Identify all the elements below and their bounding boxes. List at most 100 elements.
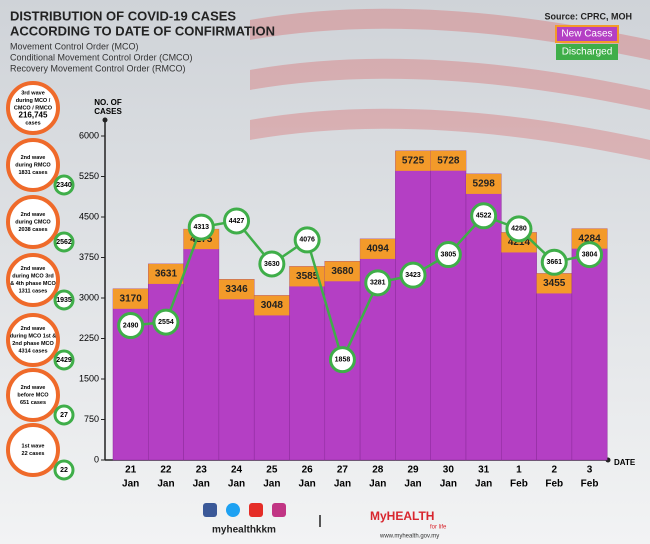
discharged-label: 2554 [158, 319, 174, 326]
discharged-marker [117, 312, 145, 340]
bar-value-label: 3346 [225, 284, 248, 295]
x-tick-label-month: Jan [404, 479, 421, 490]
wave-circle [6, 368, 60, 422]
x-tick-label: 2 [551, 465, 557, 476]
wave-text: during MCO / [16, 98, 51, 104]
x-tick-label-month: Jan [193, 479, 210, 490]
discharged-label: 4280 [511, 226, 527, 233]
x-tick-label-month: Feb [510, 479, 528, 490]
wave-text: cases [25, 120, 40, 126]
bar [253, 295, 290, 461]
subtitle: Recovery Movement Control Order (RMCO) [10, 63, 186, 73]
wave-text: 2038 cases [18, 227, 47, 233]
wave-discharged-marker [53, 174, 75, 196]
x-tick-label: 21 [125, 465, 137, 476]
legend-label: Discharged [562, 47, 613, 58]
bar-label-box [254, 295, 290, 316]
bar-value-label: 4094 [367, 244, 390, 255]
wave-text: 1st wave [22, 444, 45, 450]
footer: myhealthkkm MyHEALTH for life www.myheal… [203, 503, 447, 540]
wave-text: 2nd wave [21, 326, 46, 332]
youtube-icon[interactable] [249, 503, 263, 517]
x-tick-label: 25 [266, 465, 278, 476]
discharged-label: 1858 [335, 357, 351, 364]
x-tick-label-month: Jan [369, 479, 386, 490]
discharged-label: 3630 [264, 261, 280, 268]
wave-discharged-label: 2429 [56, 357, 72, 364]
y-tick-label: 6000 [79, 130, 99, 140]
x-tick-label: 26 [302, 465, 314, 476]
y-tick-label: 3000 [79, 292, 99, 302]
instagram-icon[interactable] [272, 503, 286, 517]
wave-text: 2nd wave [21, 266, 46, 272]
discharged-marker [328, 346, 356, 374]
wave-text: 1311 cases [19, 289, 48, 295]
bar [501, 232, 537, 461]
facebook-icon[interactable] [203, 503, 217, 517]
wave-discharged-label: 1935 [56, 297, 72, 304]
y-tick-label: 0 [94, 454, 99, 464]
discharged-label: 4313 [193, 224, 209, 231]
discharged-label: 3423 [405, 272, 421, 279]
discharged-marker [293, 226, 321, 254]
title: ACCORDING TO DATE OF CONFIRMATION [10, 23, 275, 38]
source: Source: CPRC, MOH [544, 11, 632, 21]
axis-dot [102, 117, 108, 123]
discharged-marker [505, 215, 533, 243]
x-tick-label: 22 [160, 465, 172, 476]
discharged-marker [434, 241, 462, 269]
wave-text: 2nd wave [21, 155, 46, 161]
wave-text: during MCO 3rd [12, 274, 54, 280]
wave-text: during MCO 1st & [10, 334, 56, 340]
y-axis-label: CASES [94, 107, 122, 116]
x-tick-label: 29 [407, 465, 419, 476]
wave-discharged-marker [53, 459, 75, 481]
x-tick-label-month: Feb [581, 479, 599, 490]
bar-value-label: 3631 [155, 269, 178, 280]
wave-discharged-marker [53, 349, 75, 371]
discharged-label: 4076 [299, 237, 315, 244]
bar-label-box [466, 173, 502, 194]
bar-value-label: 4284 [578, 233, 601, 244]
wave-text: 22 cases [22, 451, 45, 457]
y-tick-label: 3750 [79, 252, 99, 262]
bar-value-label: 3680 [331, 266, 354, 277]
x-tick-label: 31 [478, 465, 490, 476]
bar-value-label: 5728 [437, 155, 460, 166]
wave-circle [6, 253, 60, 307]
bar [395, 150, 431, 461]
discharged-label: 3661 [546, 259, 562, 266]
x-tick-label: 28 [372, 465, 384, 476]
bar-label-box [395, 150, 431, 171]
legend-swatch [556, 44, 618, 60]
wave-text: CMCO / RMCO [14, 105, 53, 111]
y-tick-label: 5250 [79, 171, 99, 181]
x-tick-label-month: Jan [440, 479, 457, 490]
x-tick-label: 3 [587, 465, 593, 476]
discharged-marker [399, 261, 427, 289]
discharged-label: 3805 [441, 251, 457, 258]
discharged-marker [187, 213, 215, 241]
bar-label-box [218, 279, 255, 300]
bar-label-box [113, 288, 149, 309]
legend-swatch [555, 25, 619, 43]
bar-value-label: 3170 [120, 293, 143, 304]
discharged-label: 2490 [123, 322, 139, 329]
x-tick-label: 24 [231, 465, 243, 476]
wave-text: during RMCO [15, 162, 51, 168]
twitter-icon[interactable] [226, 503, 240, 517]
bar-label-box [571, 228, 608, 249]
x-axis-label: DATE [614, 458, 636, 467]
y-tick-label: 2250 [79, 333, 99, 343]
bar [430, 150, 467, 461]
wave-text: 2nd wave [21, 385, 46, 391]
bar [148, 263, 184, 461]
discharged-marker [152, 308, 180, 336]
wave-text: & 4th phase MCO [10, 281, 56, 287]
wave-text: during CMCO [15, 219, 51, 225]
subtitle: Conditional Movement Control Order (CMCO… [10, 52, 193, 62]
wave-circle [6, 313, 60, 367]
wave-text: 651 cases [20, 400, 46, 406]
wave-text: before MCO [17, 392, 49, 398]
